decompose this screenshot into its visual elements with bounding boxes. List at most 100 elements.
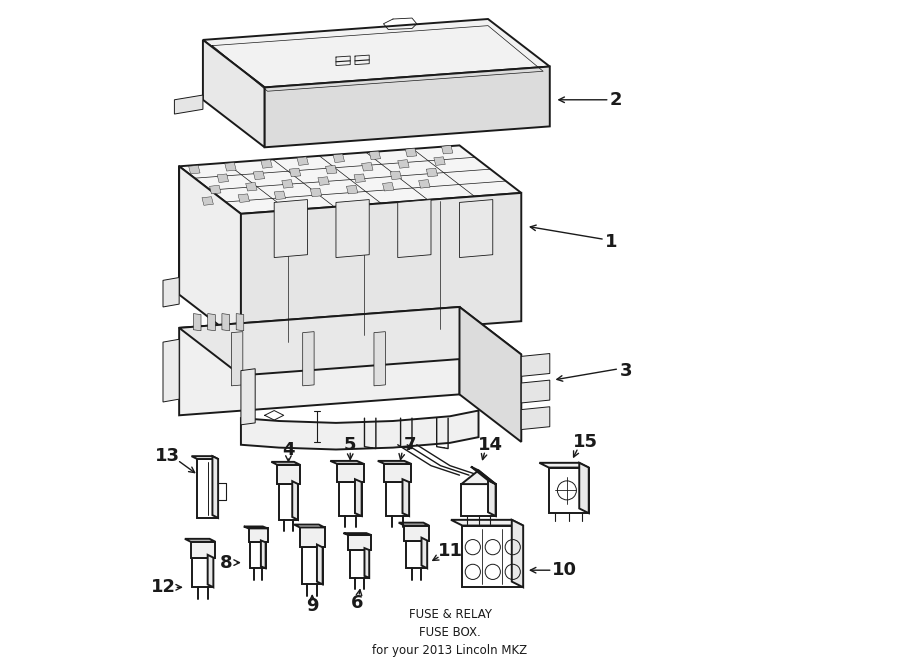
Polygon shape	[163, 339, 179, 402]
Polygon shape	[179, 167, 241, 342]
Polygon shape	[399, 523, 429, 525]
Polygon shape	[184, 539, 215, 542]
Polygon shape	[202, 197, 213, 206]
Polygon shape	[355, 479, 362, 516]
Polygon shape	[441, 145, 453, 154]
Polygon shape	[354, 174, 365, 182]
Polygon shape	[386, 482, 410, 516]
Polygon shape	[236, 313, 244, 330]
Polygon shape	[427, 168, 437, 176]
Polygon shape	[193, 558, 213, 588]
Polygon shape	[406, 541, 428, 568]
Polygon shape	[398, 200, 431, 258]
Polygon shape	[463, 525, 523, 588]
Polygon shape	[460, 200, 493, 258]
Polygon shape	[202, 40, 265, 147]
Polygon shape	[390, 171, 401, 180]
Text: 8: 8	[220, 554, 232, 572]
Text: 9: 9	[306, 598, 319, 615]
Polygon shape	[208, 555, 213, 588]
Polygon shape	[241, 369, 256, 425]
Polygon shape	[402, 479, 410, 516]
Polygon shape	[297, 157, 309, 165]
Polygon shape	[350, 550, 369, 578]
Polygon shape	[539, 463, 589, 467]
Polygon shape	[282, 180, 293, 188]
Polygon shape	[250, 543, 266, 568]
Polygon shape	[521, 354, 550, 376]
Polygon shape	[271, 462, 300, 465]
Polygon shape	[238, 194, 249, 202]
Polygon shape	[274, 200, 308, 258]
Polygon shape	[348, 535, 371, 550]
Text: FUSE & RELAY
FUSE BOX.
for your 2013 Lincoln MKZ: FUSE & RELAY FUSE BOX. for your 2013 Lin…	[373, 608, 527, 657]
Polygon shape	[521, 380, 550, 403]
Polygon shape	[378, 461, 411, 464]
Polygon shape	[277, 465, 300, 484]
Polygon shape	[336, 200, 369, 258]
Polygon shape	[197, 459, 218, 518]
Polygon shape	[241, 410, 479, 449]
Polygon shape	[302, 332, 314, 386]
Polygon shape	[369, 151, 381, 160]
Polygon shape	[330, 461, 364, 464]
Polygon shape	[471, 467, 496, 484]
Polygon shape	[404, 525, 429, 541]
Polygon shape	[462, 471, 496, 484]
Polygon shape	[346, 185, 358, 194]
Polygon shape	[421, 537, 428, 568]
Polygon shape	[175, 95, 202, 114]
Text: 1: 1	[606, 233, 617, 251]
Polygon shape	[179, 307, 460, 415]
Text: 15: 15	[572, 433, 598, 451]
Polygon shape	[337, 464, 364, 482]
Polygon shape	[521, 407, 550, 430]
Polygon shape	[398, 160, 410, 168]
Polygon shape	[202, 19, 550, 87]
Polygon shape	[374, 332, 385, 386]
Polygon shape	[244, 526, 267, 528]
Polygon shape	[326, 165, 337, 174]
Polygon shape	[384, 464, 411, 482]
Polygon shape	[192, 456, 218, 459]
Text: 7: 7	[404, 436, 417, 453]
Polygon shape	[294, 525, 325, 527]
Text: 3: 3	[619, 362, 632, 379]
Polygon shape	[405, 148, 417, 157]
Polygon shape	[364, 548, 369, 578]
Polygon shape	[191, 542, 215, 558]
Polygon shape	[241, 193, 521, 342]
Polygon shape	[333, 154, 345, 163]
Polygon shape	[163, 278, 179, 307]
Text: 2: 2	[610, 91, 623, 109]
Text: 10: 10	[552, 561, 577, 579]
Text: 6: 6	[351, 594, 363, 613]
Polygon shape	[231, 332, 243, 386]
Polygon shape	[261, 541, 266, 568]
Text: 12: 12	[150, 578, 176, 596]
Polygon shape	[265, 67, 550, 147]
Polygon shape	[512, 520, 523, 588]
Polygon shape	[460, 307, 521, 442]
Text: 5: 5	[344, 436, 356, 453]
Polygon shape	[179, 307, 521, 375]
Text: 14: 14	[479, 436, 503, 453]
Polygon shape	[253, 171, 265, 180]
Polygon shape	[208, 313, 215, 330]
Polygon shape	[382, 182, 394, 191]
Polygon shape	[279, 484, 298, 520]
Polygon shape	[580, 463, 589, 513]
Polygon shape	[549, 467, 589, 513]
Polygon shape	[194, 313, 201, 330]
Polygon shape	[189, 165, 200, 174]
Text: 11: 11	[437, 542, 463, 560]
Polygon shape	[210, 185, 221, 194]
Polygon shape	[338, 482, 362, 516]
Polygon shape	[179, 145, 521, 214]
Polygon shape	[222, 313, 230, 330]
Polygon shape	[462, 484, 496, 516]
Polygon shape	[310, 188, 321, 197]
Polygon shape	[217, 174, 229, 182]
Polygon shape	[290, 168, 301, 176]
Polygon shape	[274, 191, 285, 200]
